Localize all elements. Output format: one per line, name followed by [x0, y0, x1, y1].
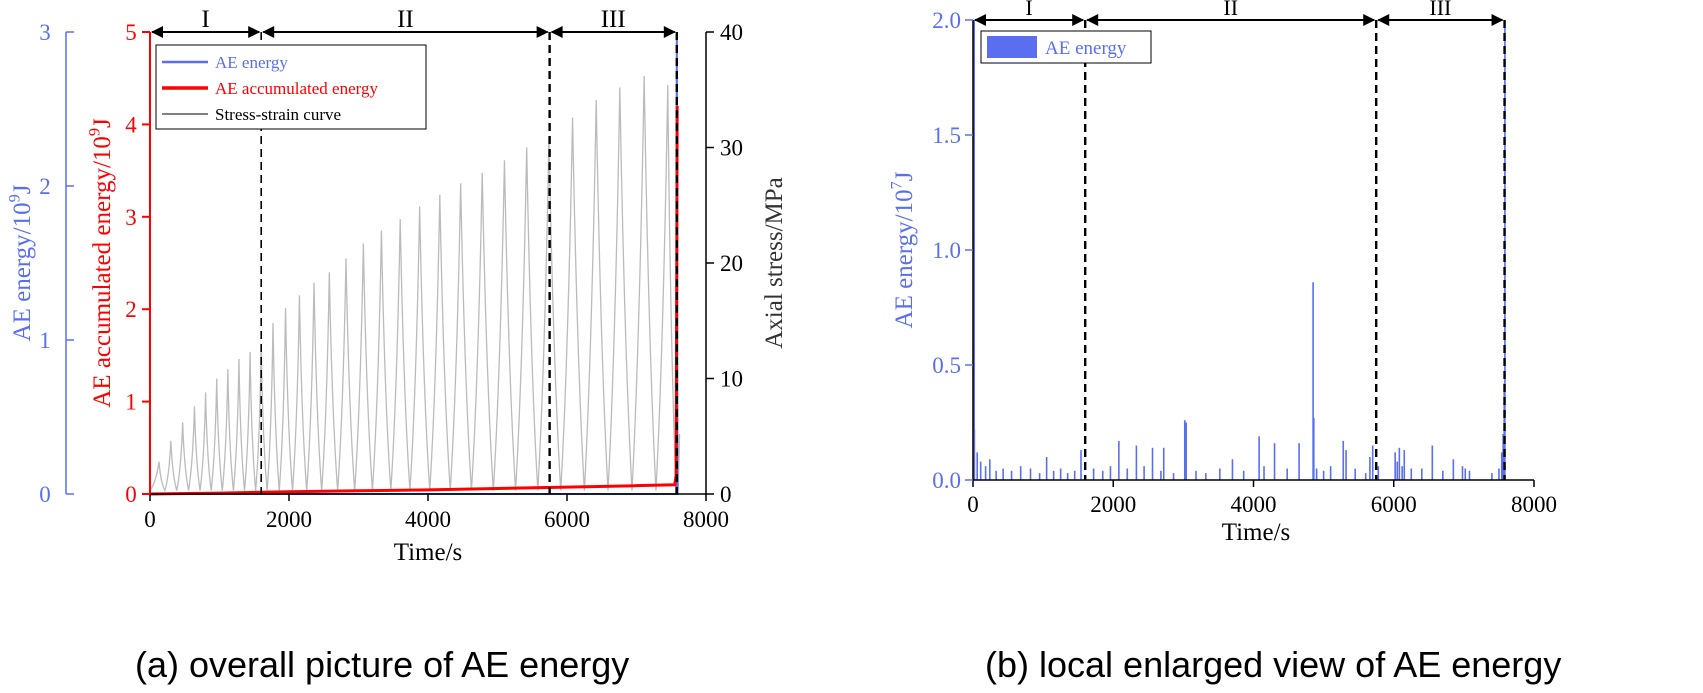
y-energy-tick-label-3: 3	[39, 20, 51, 45]
legend-b: AE energy	[980, 30, 1152, 64]
x-tick-label-2: 4000	[405, 507, 451, 532]
y-energy-tick-label-1: 1	[39, 328, 51, 353]
caption-b: (b) local enlarged view of AE energy	[985, 644, 1562, 685]
legend-a-label-2: Stress-strain curve	[215, 105, 341, 124]
y-axis-accumulated-title: AE accumulated energy/109J	[86, 118, 117, 408]
b-x-tick-label-4: 8000	[1511, 492, 1557, 517]
y-stress-tick-label-3: 30	[720, 136, 743, 161]
legend-b-swatch	[987, 36, 1037, 58]
b-x-tick-label-2: 4000	[1231, 492, 1277, 517]
y-accumulated-tick-label-2: 2	[125, 297, 137, 322]
series-stress-strain-curve	[149, 75, 681, 493]
b-y-tick-label-4: 2.0	[932, 8, 961, 33]
x-tick-label-3: 6000	[544, 507, 590, 532]
b-stage-arrowhead-left-0	[974, 14, 986, 26]
series-ae-accumulated-energy	[149, 105, 679, 496]
y-stress-tick-label-0: 0	[720, 482, 732, 507]
b-y-axis-title: AE energy/107J	[888, 171, 919, 328]
y-energy-tick-label-0: 0	[39, 482, 51, 507]
b-x-axis-title: Time/s	[1222, 519, 1291, 546]
a-stage-arrowhead-left-2	[550, 26, 563, 38]
b-y-tick-label-2: 1.0	[932, 238, 961, 263]
y-axis-stress-title: Axial stress/MPa	[761, 177, 788, 349]
b-stage-arrowhead-right-1	[1363, 14, 1376, 26]
b-y-tick-label-1: 0.5	[932, 353, 961, 378]
caption-a: (a) overall picture of AE energy	[135, 644, 630, 685]
b-x-tick-label-1: 2000	[1090, 492, 1136, 517]
a-stage-arrowhead-right-1	[536, 26, 549, 38]
y-axis-energy-title: AE energy/109J	[6, 184, 37, 341]
b-x-tick-label-3: 6000	[1371, 492, 1417, 517]
y-accumulated-tick-label-1: 1	[125, 390, 137, 415]
y-accumulated-tick-label-3: 3	[125, 205, 137, 230]
b-stage-arrowhead-right-2	[1491, 14, 1504, 26]
legend-b-label: AE energy	[1045, 38, 1127, 59]
a-stage-label-2: III	[601, 6, 626, 33]
a-stage-label-0: I	[201, 6, 209, 33]
b-stage-arrowhead-left-2	[1377, 14, 1390, 26]
a-stage-arrowhead-left-0	[151, 26, 163, 38]
a-stage-label-1: II	[397, 6, 414, 33]
y-energy-tick-label-2: 2	[39, 174, 51, 199]
b-y-tick-label-3: 1.5	[932, 123, 961, 148]
y-stress-tick-label-1: 10	[720, 367, 743, 392]
b-stage-arrowhead-right-0	[1072, 14, 1085, 26]
chart-b: 0 2000 4000 6000 8000 Time/s 0.0 0.5 1.0 1.5 2.0 AE…	[888, 0, 1558, 546]
legend-a-label-1: AE accumulated energy	[215, 79, 379, 98]
x-tick-label-1: 2000	[266, 507, 312, 532]
b-stage-label-1: II	[1223, 0, 1238, 20]
legend-a-label-0: AE energy	[215, 53, 288, 72]
b-stage-label-2: III	[1429, 0, 1451, 20]
b-y-tick-label-0: 0.0	[932, 468, 961, 493]
b-stage-arrowhead-left-1	[1086, 14, 1099, 26]
legend-a: AE energy AE accumulated energy Stress-str…	[155, 44, 427, 130]
x-tick-label-0: 0	[144, 507, 156, 532]
b-stage-label-0: I	[1025, 0, 1032, 20]
x-tick-label-4: 8000	[683, 507, 729, 532]
a-stage-arrowhead-right-2	[663, 26, 676, 38]
b-x-tick-label-0: 0	[967, 492, 979, 517]
y-accumulated-tick-label-4: 4	[125, 112, 137, 137]
y-accumulated-tick-label-0: 0	[125, 482, 137, 507]
y-accumulated-tick-label-5: 5	[125, 20, 137, 45]
y-stress-tick-label-4: 40	[720, 20, 743, 45]
a-stage-arrowhead-left-1	[262, 26, 275, 38]
y-stress-tick-label-2: 20	[720, 251, 743, 276]
a-stage-arrowhead-right-0	[248, 26, 261, 38]
x-axis-title: Time/s	[394, 539, 463, 566]
